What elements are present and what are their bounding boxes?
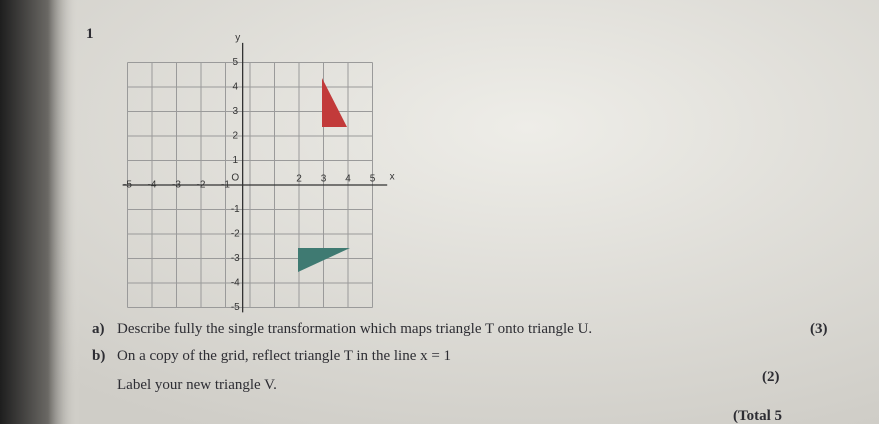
x-label: -1 bbox=[221, 180, 230, 191]
x-label: 3 bbox=[321, 174, 327, 185]
part-label: a) bbox=[92, 321, 105, 337]
y-label: -5 bbox=[231, 302, 240, 313]
question-number: 1 bbox=[86, 26, 94, 42]
axis-label: y bbox=[235, 33, 240, 44]
triangle-u bbox=[298, 248, 350, 272]
origin-label: O bbox=[231, 173, 239, 184]
y-label: 1 bbox=[233, 155, 239, 166]
x-label: 4 bbox=[345, 174, 351, 185]
part-label: b) bbox=[92, 348, 105, 364]
triangle-t bbox=[322, 78, 347, 127]
y-label: -3 bbox=[231, 253, 240, 264]
y-label: -4 bbox=[231, 278, 240, 289]
x-label: 5 bbox=[370, 174, 376, 185]
part-text: Label your new triangle V. bbox=[117, 377, 277, 393]
y-label: -2 bbox=[231, 229, 240, 240]
part-text: Describe fully the single transformation… bbox=[117, 321, 592, 337]
axis-label: x bbox=[390, 172, 395, 183]
marks: (3) bbox=[810, 321, 828, 337]
y-label: 4 bbox=[233, 82, 239, 93]
shadow bbox=[0, 0, 80, 424]
y-label: -1 bbox=[231, 204, 240, 215]
x-label: -5 bbox=[123, 180, 132, 191]
marks: (2) bbox=[762, 369, 780, 385]
y-label: 5 bbox=[233, 57, 239, 68]
x-label: 2 bbox=[296, 174, 302, 185]
x-label: -4 bbox=[148, 180, 157, 191]
grid: y x O -5 -4 -3 -2 -1 2 3 4 5 5 4 3 2 1 -1 -2 -3 -4 -5 bbox=[122, 33, 395, 313]
y-label: 2 bbox=[233, 131, 239, 142]
x-label: -3 bbox=[172, 180, 181, 191]
x-label: -2 bbox=[197, 180, 206, 191]
total: (Total 5 bbox=[733, 408, 782, 424]
y-label: 3 bbox=[233, 106, 239, 117]
part-text: On a copy of the grid, reflect triangle … bbox=[117, 348, 451, 364]
